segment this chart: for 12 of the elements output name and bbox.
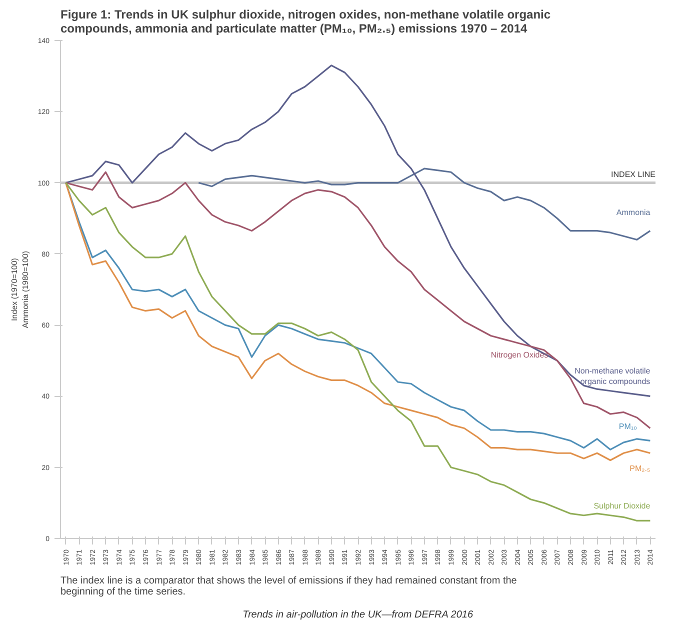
chart-title: Figure 1: Trends in UK sulphur dioxide, nitrogen oxides, non-methane volatile organic compounds, ammonia and particulate matter (PM₁₀, PM₂.₅) emissions 1970 – 2014	[60, 8, 551, 36]
text: Trends in air-pollution in the UK—from DEFRA 2016	[242, 610, 474, 620]
series-label: Ammonia	[616, 208, 651, 217]
series-label: PM₁₀	[618, 422, 637, 431]
y-axis-title: Index (1970=100) Ammonia (1980=100)	[10, 250, 30, 328]
series-label: Sulphur Dioxide	[594, 502, 651, 511]
text: The index line is a comparator that shows the level of emissions if they had remained constant from the beginning of the time series.	[60, 576, 518, 598]
line-series	[65, 182, 651, 522]
series-label: Nitrogen Oxides	[490, 350, 548, 360]
series-label: Non-methane volatile organic compounds	[574, 366, 651, 386]
ref-line-label: INDEX LINE	[611, 170, 656, 179]
series-label: PM₂.₅	[630, 464, 650, 474]
